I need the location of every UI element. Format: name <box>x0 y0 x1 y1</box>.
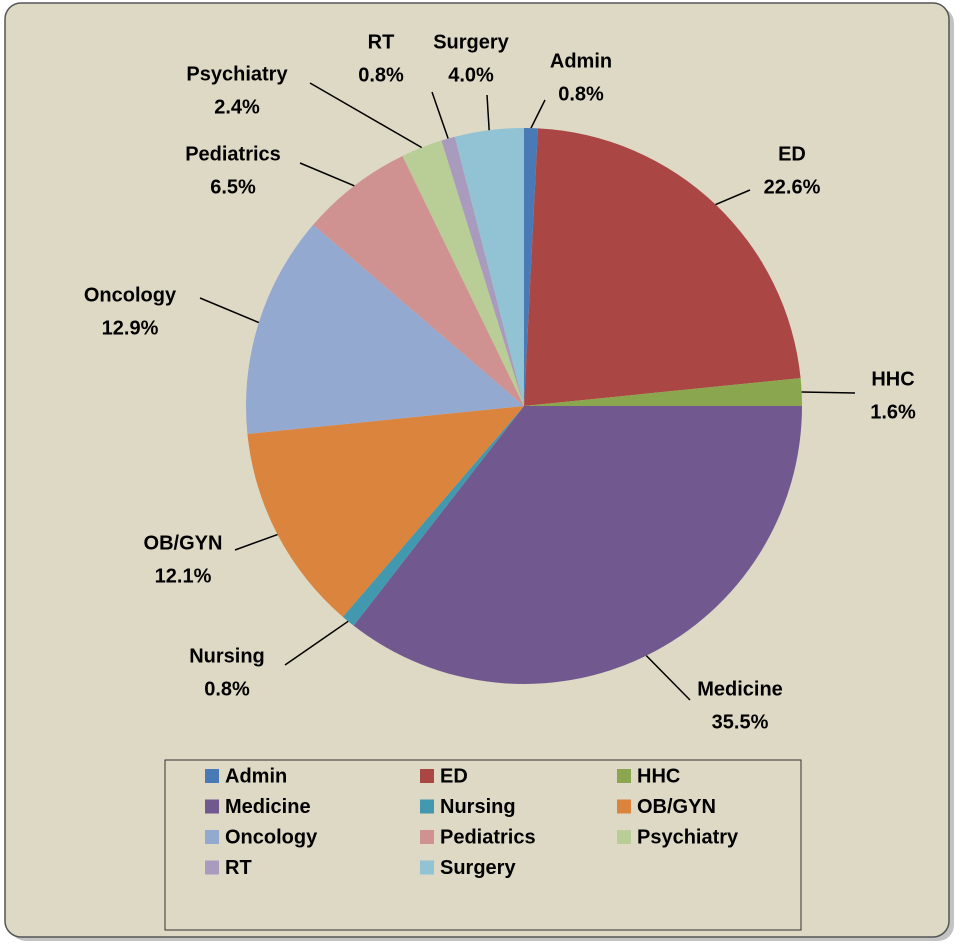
slice-value-label: 0.8% <box>558 83 604 105</box>
legend-swatch <box>205 769 219 783</box>
leader-line <box>801 391 856 394</box>
leader-line <box>530 99 546 129</box>
legend-swatch <box>617 830 631 844</box>
pie-slice <box>524 378 802 406</box>
legend-label: Psychiatry <box>637 826 739 848</box>
leader-line <box>284 620 349 666</box>
slice-category-label: HHC <box>871 368 914 390</box>
legend-label: HHC <box>637 765 680 787</box>
pie-slice <box>247 406 524 617</box>
slice-category-label: Oncology <box>84 284 177 306</box>
pie-slice <box>342 406 524 626</box>
slice-value-label: 2.4% <box>214 96 260 118</box>
legend-label: Admin <box>225 765 287 787</box>
legend-swatch <box>420 830 434 844</box>
leader-line <box>234 533 278 551</box>
pie-slice <box>353 406 802 684</box>
legend-swatch <box>205 799 219 814</box>
legend-swatch <box>420 799 434 814</box>
leader-line <box>199 297 260 324</box>
pie-slice <box>524 128 538 406</box>
legend-swatch <box>420 769 434 783</box>
leader-line <box>431 91 449 139</box>
slice-category-label: Nursing <box>189 645 265 667</box>
slice-value-label: 0.8% <box>204 678 250 700</box>
legend-label: Medicine <box>225 796 311 818</box>
slice-value-label: 4.0% <box>448 64 494 86</box>
pie-slice <box>245 224 524 434</box>
slice-value-label: 0.8% <box>358 64 404 86</box>
legend-label: Surgery <box>440 857 516 879</box>
legend-label: Oncology <box>225 826 318 848</box>
legend-label: Nursing <box>440 796 516 818</box>
pie-slice <box>441 136 524 406</box>
leader-line <box>309 82 423 149</box>
slice-category-label: Surgery <box>433 31 509 53</box>
slice-value-label: 22.6% <box>764 176 821 198</box>
pie-slice <box>402 140 524 406</box>
legend-swatch <box>205 830 219 844</box>
legend-swatch <box>617 799 631 814</box>
slice-value-label: 1.6% <box>870 401 916 423</box>
leader-line <box>715 189 751 206</box>
slice-category-label: Psychiatry <box>186 63 288 85</box>
slice-category-label: Medicine <box>697 678 783 700</box>
legend-label: OB/GYN <box>637 796 716 818</box>
slice-value-label: 12.9% <box>102 317 159 339</box>
slice-category-label: Pediatrics <box>185 143 281 165</box>
legend-swatch <box>420 860 434 875</box>
legend-swatch <box>617 769 631 783</box>
slice-value-label: 35.5% <box>712 711 769 733</box>
pie-slice <box>454 128 524 406</box>
slice-value-label: 6.5% <box>210 176 256 198</box>
legend-label: Pediatrics <box>440 826 536 848</box>
slice-category-label: Admin <box>550 50 612 72</box>
slice-category-label: OB/GYN <box>144 532 223 554</box>
pie-slice <box>524 128 801 406</box>
slice-category-label: ED <box>778 143 806 165</box>
slice-category-label: RT <box>368 31 395 53</box>
pie-slice <box>313 155 524 406</box>
legend-label: RT <box>225 857 252 879</box>
legend-label: ED <box>440 765 468 787</box>
slice-value-label: 12.1% <box>155 565 212 587</box>
leader-line <box>486 94 490 131</box>
legend-box <box>164 759 802 931</box>
legend-swatch <box>205 860 219 875</box>
leader-line <box>645 655 691 701</box>
leader-line <box>299 162 355 187</box>
